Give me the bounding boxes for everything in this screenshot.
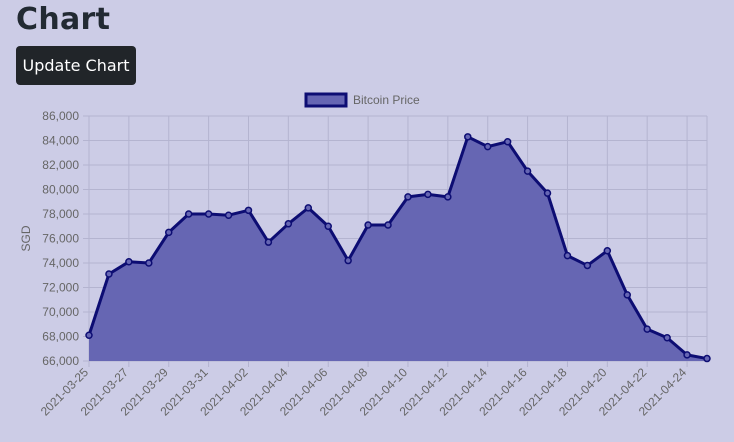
- data-point[interactable]: [603, 247, 612, 255]
- data-point[interactable]: [424, 190, 432, 199]
- data-point[interactable]: [105, 270, 113, 278]
- y-axis-title: SGD: [19, 225, 33, 251]
- y-tick-label: 74,000: [42, 256, 79, 270]
- y-tick-label: 72,000: [42, 281, 79, 295]
- chart-legend[interactable]: Bitcoin Price: [304, 92, 420, 108]
- y-tick-label: 84,000: [42, 134, 79, 148]
- data-point[interactable]: [125, 258, 133, 266]
- data-point[interactable]: [643, 325, 651, 333]
- data-point[interactable]: [164, 228, 173, 237]
- data-point[interactable]: [244, 206, 253, 215]
- bitcoin-price-chart: 66,000 68,000 70,000 72,000 74,000 76,000 78,0…: [19, 92, 711, 419]
- legend-label[interactable]: Bitcoin Price: [353, 93, 420, 107]
- y-tick-label: 86,000: [42, 109, 79, 123]
- data-point[interactable]: [543, 189, 552, 197]
- data-point[interactable]: [563, 251, 572, 260]
- update-chart-button[interactable]: Update Chart: [16, 46, 136, 85]
- data-point[interactable]: [344, 256, 352, 265]
- data-point[interactable]: [264, 238, 273, 246]
- data-point[interactable]: [284, 220, 293, 228]
- data-point[interactable]: [384, 221, 392, 229]
- y-tick-label: 78,000: [42, 207, 79, 221]
- data-point[interactable]: [703, 354, 711, 363]
- legend-swatch[interactable]: [304, 92, 348, 108]
- y-tick-label: 80,000: [42, 183, 79, 197]
- y-tick-label: 70,000: [42, 305, 79, 319]
- data-point[interactable]: [483, 142, 492, 151]
- y-tick-label: 82,000: [42, 158, 79, 172]
- data-point[interactable]: [184, 210, 193, 218]
- data-point[interactable]: [364, 221, 372, 229]
- data-point[interactable]: [464, 133, 472, 141]
- data-point[interactable]: [444, 193, 452, 201]
- y-tick-label: 68,000: [42, 330, 79, 344]
- y-tick-label: 76,000: [42, 232, 79, 246]
- page-title: Chart: [16, 2, 111, 37]
- y-tick-label: 66,000: [42, 354, 79, 368]
- data-point[interactable]: [145, 259, 153, 267]
- data-point[interactable]: [583, 261, 592, 270]
- data-point[interactable]: [404, 193, 412, 201]
- data-point[interactable]: [683, 351, 691, 359]
- data-point[interactable]: [523, 167, 532, 175]
- data-point[interactable]: [623, 291, 632, 299]
- chart-area-fill: [85, 133, 711, 363]
- data-point[interactable]: [204, 210, 213, 218]
- series-area: [89, 136, 707, 361]
- data-point[interactable]: [663, 333, 671, 342]
- data-point[interactable]: [224, 211, 233, 219]
- data-point[interactable]: [304, 204, 313, 212]
- data-point[interactable]: [85, 331, 93, 340]
- data-point[interactable]: [324, 222, 332, 230]
- data-point[interactable]: [503, 137, 512, 146]
